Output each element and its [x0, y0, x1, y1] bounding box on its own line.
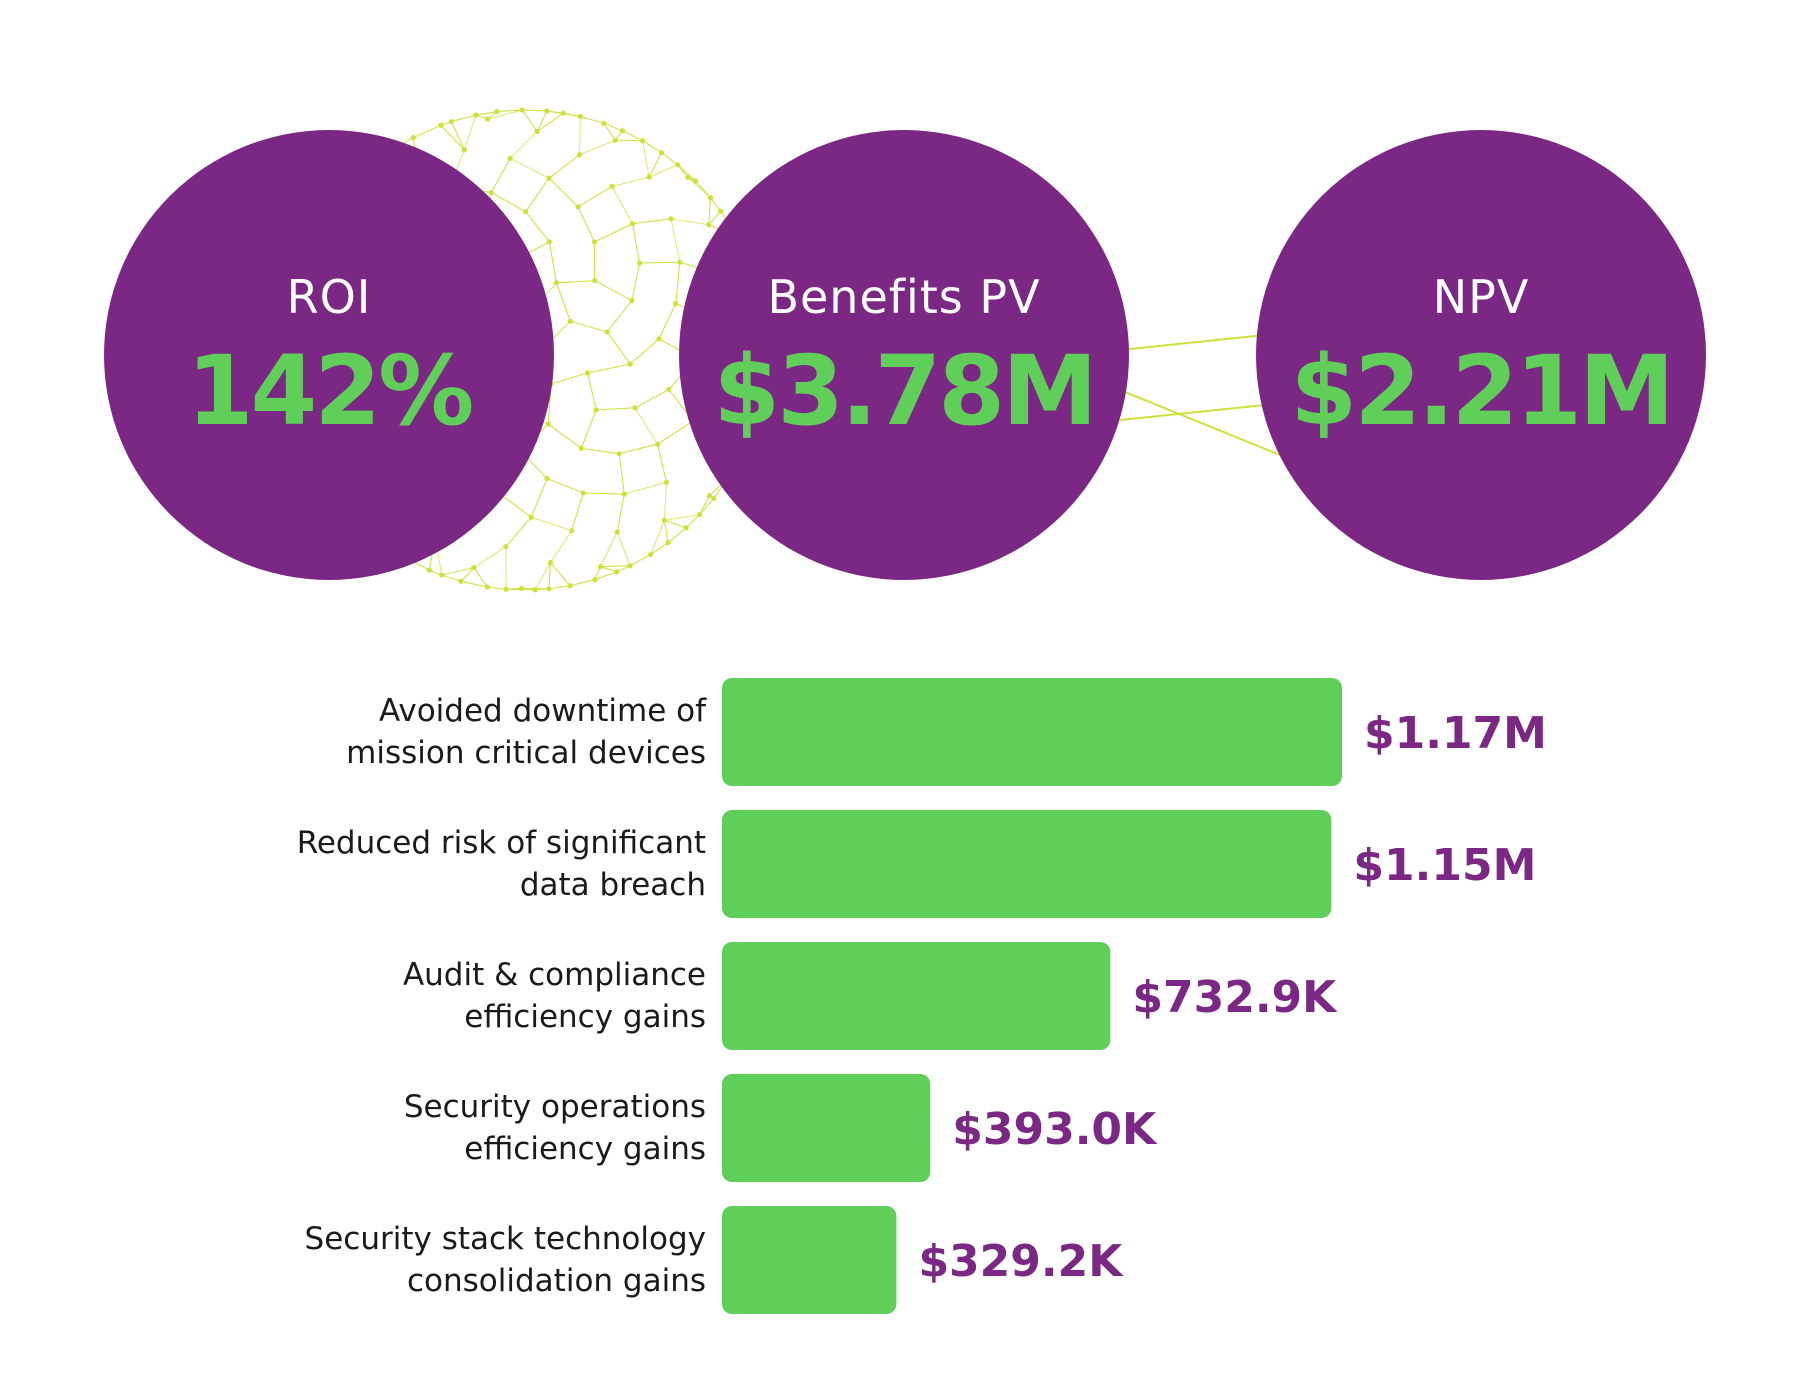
- roi-label: ROI: [286, 270, 372, 324]
- npv-label: NPV: [1432, 270, 1530, 324]
- bar-value-label: $732.9K: [1132, 972, 1338, 1023]
- roi-circle: ROI 142%: [104, 130, 554, 580]
- bar: [722, 942, 1111, 1050]
- bar: [722, 678, 1342, 786]
- bar-value-label: $1.15M: [1353, 840, 1536, 891]
- bar-category-label: Audit & compliance: [403, 957, 706, 993]
- bar-category-label: data breach: [520, 867, 706, 903]
- bar-value-label: $1.17M: [1364, 708, 1547, 759]
- bar-category-label: Reduced risk of significant: [297, 825, 706, 861]
- benefits-pv-value: $3.78M: [713, 335, 1097, 447]
- bar-category-label: efficiency gains: [464, 999, 706, 1035]
- bar: [722, 1206, 897, 1314]
- bar-category-label: consolidation gains: [407, 1263, 706, 1299]
- bar: [722, 810, 1332, 918]
- bar-category-label: mission critical devices: [346, 735, 706, 771]
- bar-value-label: $393.0K: [952, 1104, 1158, 1155]
- bar-category-label: Security stack technology: [305, 1221, 706, 1257]
- bar-category-label: efficiency gains: [464, 1131, 706, 1167]
- bar-category-label: Avoided downtime of: [379, 693, 707, 729]
- bar-category-label: Security operations: [404, 1089, 706, 1125]
- benefits-pv-circle: Benefits PV $3.78M: [679, 130, 1129, 580]
- benefits-pv-label: Benefits PV: [767, 270, 1041, 324]
- benefits-bar-chart: Avoided downtime of mission critical devi…: [297, 678, 1547, 1314]
- bar: [722, 1074, 931, 1182]
- npv-circle: NPV $2.21M: [1256, 130, 1706, 580]
- bar-value-label: $329.2K: [918, 1236, 1124, 1287]
- npv-value: $2.21M: [1290, 335, 1674, 447]
- roi-value: 142%: [186, 335, 475, 447]
